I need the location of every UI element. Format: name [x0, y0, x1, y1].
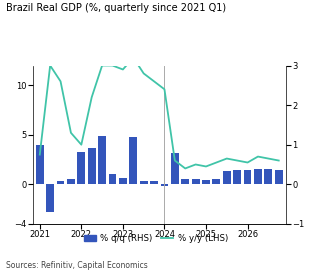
- Bar: [254, 170, 262, 184]
- Bar: [88, 148, 96, 184]
- Bar: [77, 152, 85, 184]
- Bar: [98, 136, 106, 184]
- Bar: [67, 179, 75, 184]
- Bar: [275, 170, 283, 184]
- Bar: [150, 181, 158, 184]
- Bar: [244, 170, 252, 184]
- Bar: [171, 153, 179, 184]
- Bar: [223, 171, 231, 184]
- Legend: % q/q (RHS), % y/y (LHS): % q/q (RHS), % y/y (LHS): [81, 231, 231, 247]
- Bar: [213, 179, 220, 184]
- Bar: [265, 170, 272, 184]
- Bar: [109, 174, 116, 184]
- Bar: [57, 181, 64, 184]
- Bar: [161, 184, 168, 186]
- Bar: [202, 180, 210, 184]
- Text: Brazil Real GDP (%, quarterly since 2021 Q1): Brazil Real GDP (%, quarterly since 2021…: [6, 3, 227, 13]
- Bar: [36, 145, 44, 184]
- Text: Sources: Refinitiv, Capital Economics: Sources: Refinitiv, Capital Economics: [6, 261, 148, 270]
- Bar: [129, 137, 137, 184]
- Bar: [181, 179, 189, 184]
- Bar: [192, 179, 200, 184]
- Bar: [46, 184, 54, 212]
- Bar: [233, 170, 241, 184]
- Bar: [119, 178, 127, 184]
- Bar: [140, 181, 148, 184]
